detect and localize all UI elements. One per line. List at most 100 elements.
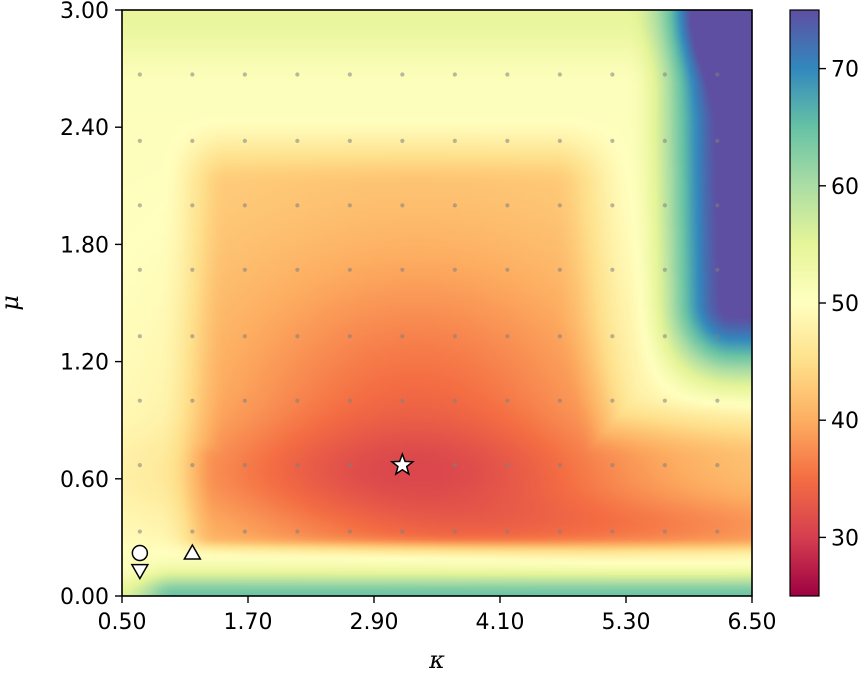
- sample-point: [662, 138, 667, 143]
- sample-point: [242, 72, 247, 77]
- sample-point: [400, 138, 405, 143]
- sample-point: [452, 267, 457, 272]
- sample-point: [505, 334, 510, 339]
- x-tick-label: 1.70: [224, 610, 273, 635]
- sample-point: [505, 398, 510, 403]
- sample-point: [505, 463, 510, 468]
- sample-point: [662, 203, 667, 208]
- sample-point: [715, 267, 720, 272]
- y-axis: 0.00 0.60 1.20 1.80 2.40 3.00: [60, 0, 122, 610]
- y-tick-label: 1.80: [60, 233, 109, 258]
- sample-point: [610, 334, 615, 339]
- sample-point: [137, 334, 142, 339]
- colorbar-tick-label: 30: [831, 526, 859, 551]
- sample-point: [662, 72, 667, 77]
- sample-points: [137, 72, 720, 534]
- sample-point: [557, 529, 562, 534]
- sample-point: [137, 463, 142, 468]
- sample-point: [662, 334, 667, 339]
- sample-point: [190, 398, 195, 403]
- sample-point: [347, 72, 352, 77]
- sample-point: [557, 463, 562, 468]
- sample-point: [295, 334, 300, 339]
- sample-point: [190, 267, 195, 272]
- sample-point: [347, 463, 352, 468]
- sample-point: [452, 138, 457, 143]
- star-marker: [389, 451, 415, 476]
- circle-marker: [131, 544, 149, 562]
- sample-point: [610, 529, 615, 534]
- sample-point: [715, 203, 720, 208]
- sample-point: [242, 203, 247, 208]
- sample-point: [242, 334, 247, 339]
- sample-point: [557, 334, 562, 339]
- sample-point: [452, 398, 457, 403]
- sample-point: [610, 203, 615, 208]
- sample-point: [715, 463, 720, 468]
- sample-point: [610, 267, 615, 272]
- sample-point: [452, 529, 457, 534]
- x-axis-label: κ: [428, 646, 445, 673]
- sample-point: [505, 529, 510, 534]
- sample-point: [347, 203, 352, 208]
- sample-point: [505, 72, 510, 77]
- y-axis-label: μ: [0, 295, 24, 311]
- sample-point: [347, 398, 352, 403]
- colorbar-ticks: 30 40 50 60 70: [819, 58, 859, 551]
- triangle-up-marker: [183, 543, 202, 560]
- sample-point: [190, 72, 195, 77]
- x-tick-label: 4.10: [476, 610, 525, 635]
- sample-point: [347, 138, 352, 143]
- sample-point: [295, 203, 300, 208]
- triangle-down-marker: [130, 563, 150, 581]
- sample-point: [610, 463, 615, 468]
- sample-point: [715, 398, 720, 403]
- plot-frame: [121, 9, 753, 597]
- sample-point: [715, 72, 720, 77]
- sample-point: [400, 398, 405, 403]
- sample-point: [557, 138, 562, 143]
- sample-point: [505, 203, 510, 208]
- sample-point: [242, 398, 247, 403]
- x-tick-label: 6.50: [728, 610, 777, 635]
- sample-point: [137, 138, 142, 143]
- sample-point: [400, 203, 405, 208]
- sample-point: [610, 138, 615, 143]
- y-tick-label: 2.40: [60, 116, 109, 141]
- colorbar-tick-label: 60: [831, 175, 859, 200]
- y-tick-label: 0.00: [60, 585, 109, 610]
- sample-point: [295, 138, 300, 143]
- sample-point: [137, 72, 142, 77]
- sample-point: [137, 267, 142, 272]
- heatmap-surface: [122, 10, 752, 596]
- y-tick-label: 3.00: [60, 0, 109, 24]
- y-tick-label: 0.60: [60, 468, 109, 493]
- colorbar: 30 40 50 60 70: [789, 9, 859, 597]
- sample-point: [190, 138, 195, 143]
- x-tick-label: 5.30: [602, 610, 651, 635]
- sample-point: [400, 334, 405, 339]
- sample-point: [190, 463, 195, 468]
- sample-point: [452, 203, 457, 208]
- sample-point: [347, 334, 352, 339]
- sample-point: [662, 267, 667, 272]
- sample-point: [295, 529, 300, 534]
- sample-point: [295, 398, 300, 403]
- sample-point: [295, 267, 300, 272]
- sample-point: [400, 529, 405, 534]
- colorbar-tick-label: 50: [831, 292, 859, 317]
- sample-point: [662, 398, 667, 403]
- x-tick-label: 0.50: [98, 610, 147, 635]
- markers: [130, 451, 415, 581]
- sample-point: [715, 138, 720, 143]
- sample-point: [400, 72, 405, 77]
- colorbar-gradient: [789, 9, 820, 597]
- sample-point: [137, 203, 142, 208]
- sample-point: [295, 463, 300, 468]
- sample-point: [137, 529, 142, 534]
- sample-point: [662, 463, 667, 468]
- sample-point: [452, 72, 457, 77]
- x-tick-label: 2.90: [350, 610, 399, 635]
- y-tick-label: 1.20: [60, 351, 109, 376]
